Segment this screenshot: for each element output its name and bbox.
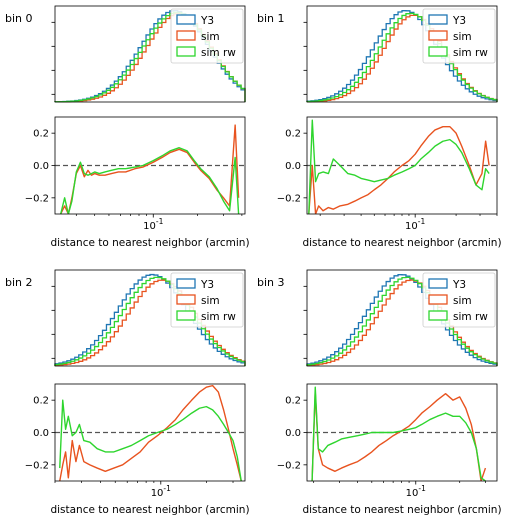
ratio-ytick-label: −0.2	[277, 193, 301, 204]
ratio-series-sim	[308, 125, 490, 214]
ratio-ytick-label: −0.2	[25, 193, 49, 204]
ratio-ytick-label: 0.2	[285, 129, 301, 140]
legend-label: Y3	[452, 15, 466, 27]
ratio-xtick-label: 10-1	[143, 217, 163, 232]
ratio-series-sim	[60, 124, 240, 214]
legend: Y3 sim sim rw	[422, 8, 496, 64]
ratio-series-group	[308, 119, 490, 214]
panel-0: bin 0 Y3 sim sim rw 0.2 0.0 −0.2 10-1 distance t…	[5, 5, 250, 249]
legend-swatch	[176, 14, 196, 25]
legend-swatch	[176, 278, 196, 289]
legend-swatch	[176, 46, 196, 57]
ratio-ytick-label: −0.2	[277, 460, 301, 471]
ratio-xlabel: distance to nearest neighbor (arcmin)	[302, 504, 501, 515]
legend: Y3 sim sim rw	[422, 272, 496, 328]
ratio-series-sim-rw	[308, 119, 490, 214]
ratio-series-sim-rw	[60, 147, 240, 214]
legend-label: sim	[201, 295, 220, 307]
panel-title: bin 2	[5, 276, 33, 289]
legend-label: Y3	[452, 279, 466, 291]
ratio-series-sim	[311, 391, 487, 481]
legend-label: sim	[201, 31, 220, 43]
hist-series-sim-rw	[306, 12, 498, 103]
ratio-xlabel: distance to nearest neighbor (arcmin)	[50, 504, 249, 515]
ratio-background	[55, 384, 245, 481]
ratio-ytick-label: 0.2	[33, 396, 49, 407]
ratio-series-sim-rw	[311, 386, 486, 481]
legend-swatch	[428, 14, 448, 25]
legend-swatch	[176, 30, 196, 41]
panel-title: bin 0	[5, 12, 33, 25]
hist-series-Y3	[306, 10, 498, 102]
ratio-xtick-label: 10-1	[151, 484, 171, 499]
panel-title: bin 3	[257, 276, 285, 289]
legend-swatch	[428, 30, 448, 41]
legend-swatch	[428, 310, 448, 321]
panel-2: bin 2 Y3 sim sim rw 0.2 0.0 −0.2 10-1 distance t…	[5, 269, 250, 515]
ratio-series-group	[59, 384, 242, 481]
legend-label: sim rw	[201, 47, 236, 59]
hist-frame	[54, 269, 246, 367]
hist-series-sim-rw	[306, 276, 498, 366]
legend-swatch	[428, 46, 448, 57]
legend-swatch	[428, 278, 448, 289]
ratio-background	[307, 384, 497, 481]
ratio-series-sim	[59, 384, 242, 481]
ratio-ytick-label: 0.0	[285, 428, 301, 439]
legend-label: sim rw	[201, 311, 236, 323]
ratio-series-group	[60, 124, 240, 214]
legend-swatch	[176, 294, 196, 305]
ratio-ytick-label: −0.2	[25, 460, 49, 471]
legend-label: Y3	[200, 15, 214, 27]
panel-1: bin 1 Y3 sim sim rw 0.2 0.0 −0.2 10-1 distance t…	[257, 5, 502, 249]
legend: Y3 sim sim rw	[170, 8, 244, 64]
legend-label: sim	[453, 295, 472, 307]
legend-label: sim rw	[453, 311, 488, 323]
ratio-ytick-label: 0.0	[33, 428, 49, 439]
legend-label: sim rw	[453, 47, 488, 59]
legend: Y3 sim sim rw	[170, 272, 244, 328]
ratio-ytick-label: 0.0	[33, 161, 49, 172]
hist-frame	[54, 5, 246, 103]
ratio-background	[55, 117, 245, 214]
legend-swatch	[176, 310, 196, 321]
hist-series-sim-rw	[54, 276, 246, 366]
ratio-xlabel: distance to nearest neighbor (arcmin)	[50, 237, 249, 249]
ratio-ytick-label: 0.2	[33, 129, 49, 140]
ratio-ytick-label: 0.0	[285, 161, 301, 172]
hist-series-Y3	[306, 274, 498, 366]
ratio-xtick-label: 10-1	[405, 217, 425, 232]
legend-label: sim	[453, 31, 472, 43]
ratio-xlabel: distance to nearest neighbor (arcmin)	[302, 237, 501, 249]
ratio-series-sim-rw	[59, 399, 242, 481]
hist-frame	[306, 269, 498, 367]
ratio-ytick-label: 0.2	[285, 396, 301, 407]
panel-3: bin 3 Y3 sim sim rw 0.2 0.0 −0.2 10-1 distance t…	[257, 269, 502, 515]
ratio-xtick-label: 10-1	[406, 484, 426, 499]
hist-series-Y3	[54, 273, 246, 366]
ratio-series-group	[311, 386, 487, 481]
legend-swatch	[428, 294, 448, 305]
legend-label: Y3	[200, 279, 214, 291]
hist-frame	[306, 5, 498, 103]
panel-title: bin 1	[257, 12, 285, 25]
